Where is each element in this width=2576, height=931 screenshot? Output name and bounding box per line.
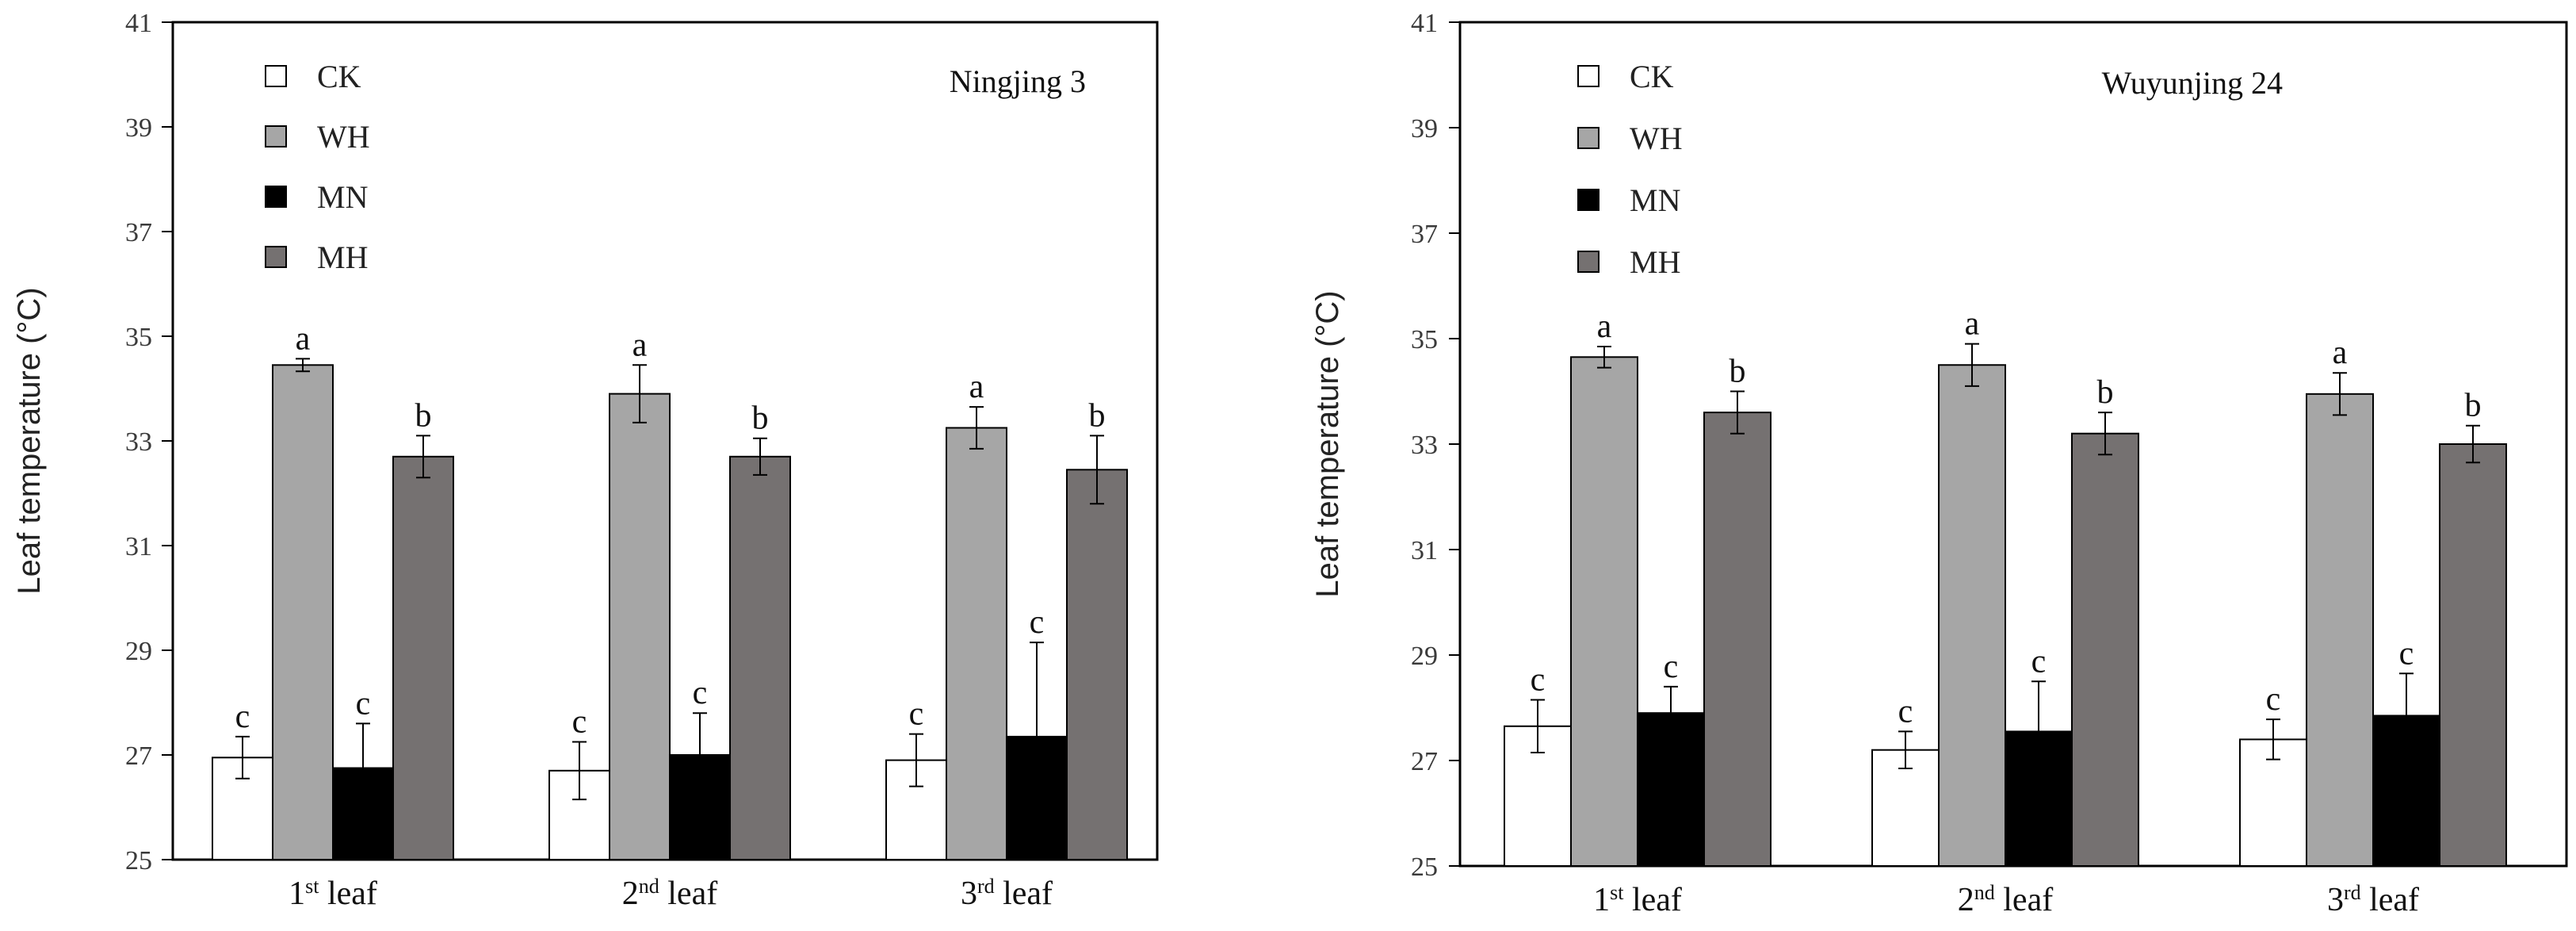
- sig-letter-mn-2: c: [693, 675, 708, 711]
- sig-letter-mh-3: b: [2465, 388, 2482, 424]
- legend-label-mh: MH: [1630, 244, 1680, 280]
- sig-letter-mh-2: b: [2097, 374, 2114, 411]
- sig-letter-mh-1: b: [415, 397, 432, 434]
- bar-wh-2: [1938, 364, 2006, 867]
- y-tick-label-35: 35: [125, 323, 152, 352]
- sig-letter-mn-1: c: [356, 685, 371, 722]
- legend-swatch-ck: [265, 65, 287, 87]
- y-tick-label-39: 39: [1411, 114, 1438, 144]
- sig-letter-ck-1: c: [1531, 662, 1546, 699]
- legend-label-wh: WH: [317, 119, 370, 155]
- legend-swatch-mh: [265, 246, 287, 268]
- sig-letter-wh-1: a: [1597, 308, 1612, 345]
- bar-wh-2: [609, 393, 671, 861]
- sig-letter-ck-2: c: [1898, 693, 1913, 730]
- sig-letter-ck-3: c: [2266, 681, 2281, 718]
- y-tick-label-39: 39: [125, 113, 152, 143]
- sig-letter-mn-3: c: [2399, 635, 2414, 672]
- legend-label-mn: MN: [317, 179, 368, 215]
- bar-ck-3: [2239, 738, 2307, 868]
- y-tick-label-41: 41: [125, 9, 152, 38]
- category-label-3: 3rd leaf: [2327, 881, 2419, 919]
- sig-letter-mh-3: b: [1089, 397, 1106, 434]
- legend-swatch-mn: [265, 186, 287, 208]
- chart-title: Wuyunjing 24: [2102, 65, 2283, 101]
- legend-label-ck: CK: [1630, 59, 1674, 94]
- sig-letter-mh-2: b: [752, 400, 769, 437]
- category-label-2: 2nd leaf: [1958, 881, 2053, 919]
- sig-letter-ck-1: c: [235, 699, 250, 735]
- sig-letter-wh-1: a: [296, 320, 311, 357]
- sig-letter-mn-1: c: [1664, 649, 1679, 685]
- legend-swatch-ck: [1577, 65, 1599, 87]
- y-tick-label-27: 27: [1411, 747, 1438, 776]
- sig-letter-ck-3: c: [909, 696, 924, 733]
- y-tick-label-41: 41: [1411, 9, 1438, 38]
- legend-label-mh: MH: [317, 239, 368, 275]
- bar-ck-2: [1871, 749, 1940, 868]
- chart-title: Ningjing 3: [950, 63, 1086, 99]
- bar-wh-1: [272, 364, 334, 860]
- y-axis-label: Leaf temperature (°C): [12, 287, 47, 594]
- bar-wh-3: [2306, 393, 2374, 867]
- y-tick-label-35: 35: [1411, 325, 1438, 354]
- y-tick-label-29: 29: [1411, 642, 1438, 671]
- sig-letter-wh-3: a: [2333, 335, 2348, 371]
- category-label-3: 3rd leaf: [961, 875, 1053, 913]
- sig-letter-wh-2: a: [1965, 306, 1980, 343]
- y-tick-label-29: 29: [125, 637, 152, 666]
- legend-swatch-mh: [1577, 251, 1599, 273]
- y-tick-label-25: 25: [1411, 852, 1438, 882]
- y-tick-label-27: 27: [125, 741, 152, 771]
- legend-label-ck: CK: [317, 59, 361, 94]
- y-tick-label-37: 37: [1411, 220, 1438, 249]
- y-tick-label-33: 33: [125, 427, 152, 457]
- y-tick-label-31: 31: [125, 532, 152, 561]
- legend-swatch-wh: [265, 125, 287, 148]
- y-tick-label-31: 31: [1411, 536, 1438, 565]
- legend-swatch-mn: [1577, 189, 1599, 211]
- category-label-1: 1st leaf: [289, 875, 377, 913]
- bar-wh-3: [946, 427, 1007, 860]
- panel-wuyunjing-24: 25 27 29 31 33 35 37 39 41 Leaf temperature (°C) W…: [1310, 9, 2568, 919]
- sig-letter-wh-3: a: [969, 369, 984, 405]
- bar-wh-1: [1570, 356, 1638, 867]
- y-tick-label-37: 37: [125, 218, 152, 247]
- legend-swatch-wh: [1577, 127, 1599, 149]
- y-tick-label-33: 33: [1411, 431, 1438, 460]
- sig-letter-mn-3: c: [1030, 604, 1045, 641]
- bar-mh-3: [2439, 443, 2507, 867]
- legend-label-mn: MN: [1630, 182, 1680, 218]
- sig-letter-mn-2: c: [2031, 643, 2047, 680]
- sig-letter-ck-2: c: [572, 704, 587, 741]
- y-axis-label: Leaf temperature (°C): [1310, 290, 1345, 597]
- legend-label-wh: WH: [1630, 121, 1683, 156]
- bar-mh-3: [1066, 469, 1128, 860]
- category-label-2: 2nd leaf: [622, 875, 717, 913]
- panel-ningjing-3: 25 27 29 31 33 35 37 39 41 Leaf temperature (°C) N…: [12, 9, 1159, 913]
- sig-letter-wh-2: a: [633, 327, 648, 363]
- sig-letter-mh-1: b: [1729, 354, 1746, 390]
- y-tick-label-25: 25: [125, 846, 152, 875]
- bar-mh-2: [729, 455, 791, 860]
- bar-mh-1: [392, 455, 454, 860]
- category-label-1: 1st leaf: [1593, 881, 1682, 919]
- bar-mh-2: [2071, 432, 2139, 867]
- bar-mh-1: [1703, 412, 1771, 867]
